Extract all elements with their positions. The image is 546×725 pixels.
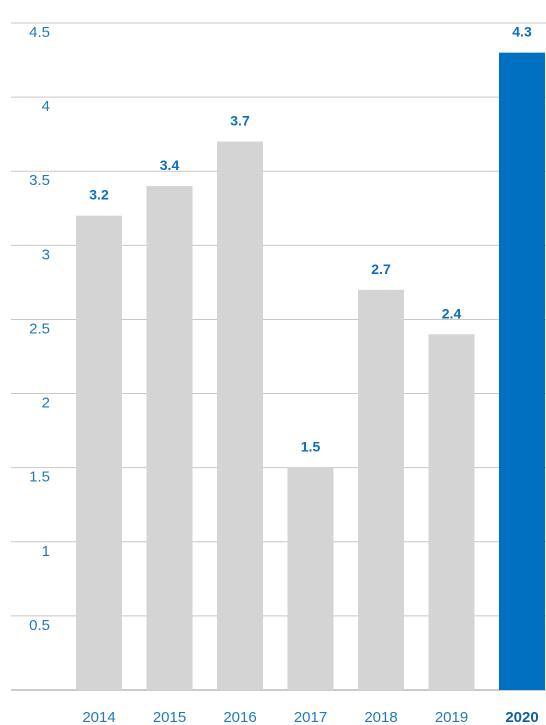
x-tick-label-2014: 2014	[82, 709, 115, 725]
bar-2019	[428, 334, 475, 690]
x-tick-label-2018: 2018	[364, 709, 397, 725]
bar-2014	[76, 215, 122, 690]
y-tick-label: 1.5	[29, 469, 50, 486]
x-axis: 2014 2015 2016 2017 2018 2019 2020	[82, 709, 538, 725]
bar-2018	[358, 289, 404, 690]
y-tick-label: 3	[42, 246, 50, 263]
data-label-2019: 2.4	[442, 305, 462, 321]
x-tick-label-2015: 2015	[153, 709, 186, 725]
bar-2017	[287, 467, 334, 690]
data-label-2016: 3.7	[230, 113, 250, 129]
data-label-2014: 3.2	[89, 187, 109, 203]
data-label-2020: 4.3	[512, 24, 532, 40]
y-tick-label: 3.5	[29, 172, 50, 189]
data-label-2018: 2.7	[371, 261, 391, 277]
bar-2020	[499, 52, 545, 690]
x-tick-label-2017: 2017	[294, 709, 327, 725]
y-tick-label: 2	[42, 395, 50, 412]
data-label-2017: 1.5	[301, 439, 321, 455]
x-tick-label-2016: 2016	[223, 709, 256, 725]
y-axis: 0.5 1 1.5 2 2.5 3 3.5 4 4.5	[29, 24, 50, 634]
y-tick-label: 1	[42, 543, 50, 560]
data-labels: 3.2 3.4 3.7 1.5 2.7 2.4 4.3	[89, 24, 532, 455]
y-tick-label: 0.5	[29, 617, 50, 634]
bar-2015	[146, 186, 193, 691]
y-tick-label: 4.5	[29, 24, 50, 41]
bar-2016	[217, 141, 263, 691]
bars	[76, 52, 545, 691]
data-label-2015: 3.4	[160, 157, 180, 173]
y-tick-label: 2.5	[29, 320, 50, 337]
x-tick-label-2020: 2020	[505, 709, 538, 725]
y-tick-label: 4	[42, 98, 50, 115]
x-tick-label-2019: 2019	[435, 709, 468, 725]
